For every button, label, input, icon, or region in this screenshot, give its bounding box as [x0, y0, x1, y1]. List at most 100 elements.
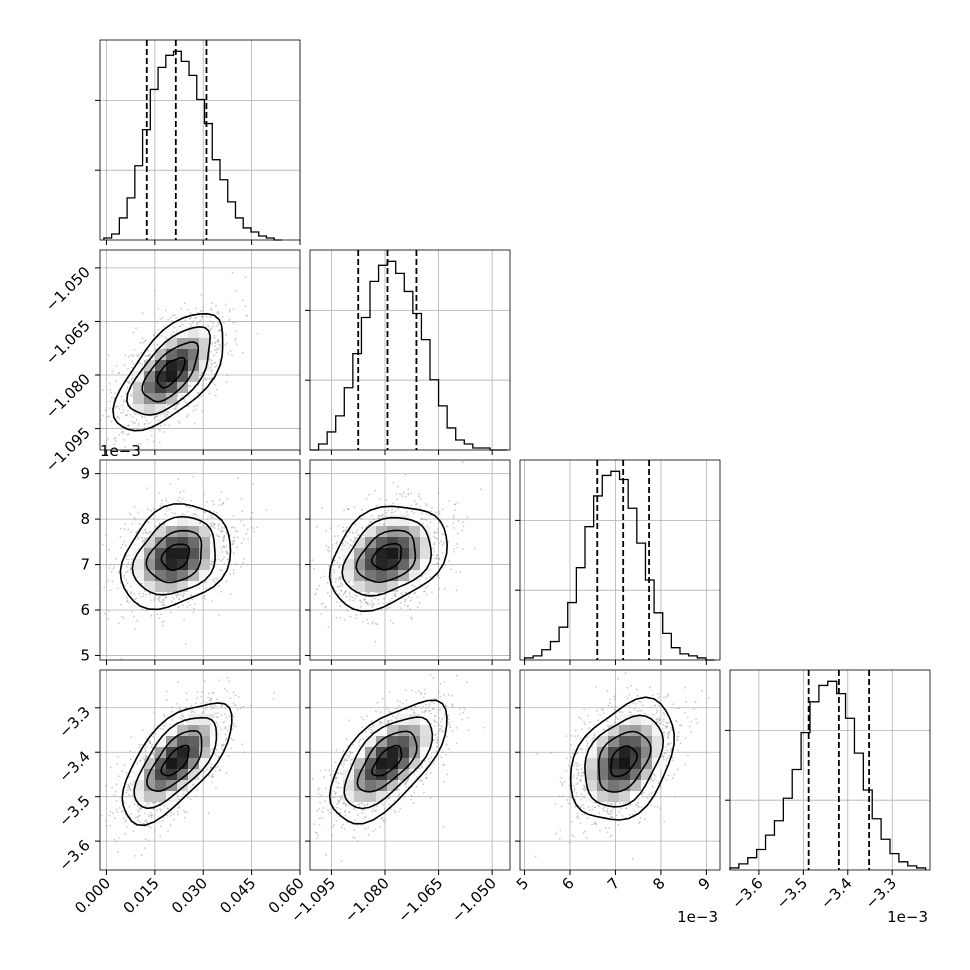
sample-point: [229, 350, 232, 352]
sample-point: [365, 591, 368, 594]
sample-point: [326, 581, 329, 584]
density-cell: [387, 559, 398, 570]
sample-point: [199, 319, 202, 322]
density-cell: [199, 537, 210, 548]
sample-point: [224, 303, 227, 306]
sample-point: [218, 343, 221, 346]
sample-point: [190, 594, 193, 597]
sample-point: [397, 507, 400, 510]
sample-point: [335, 542, 338, 545]
sample-point: [201, 386, 204, 389]
sample-point: [353, 506, 356, 509]
sample-point: [130, 378, 133, 381]
sample-point: [138, 746, 141, 749]
sample-point: [134, 598, 137, 601]
sample-point: [429, 510, 432, 512]
sample-point: [212, 516, 215, 519]
sample-point: [171, 719, 174, 721]
density-cell: [133, 393, 144, 404]
sample-point: [150, 614, 153, 617]
sample-point: [214, 366, 217, 368]
sample-point: [335, 590, 337, 592]
sample-point: [171, 512, 174, 514]
sample-point: [133, 543, 136, 546]
sample-point: [322, 602, 325, 605]
sample-point: [131, 523, 134, 525]
sample-point: [214, 349, 216, 351]
sample-point: [436, 537, 438, 540]
sample-point: [228, 320, 231, 322]
sample-point: [438, 577, 441, 579]
sample-point: [229, 573, 231, 576]
sample-point: [340, 578, 342, 581]
sample-point: [338, 564, 341, 567]
sample-point: [134, 855, 137, 857]
sample-point: [205, 587, 208, 590]
sample-point: [156, 415, 158, 418]
sample-point: [126, 582, 129, 584]
sample-point: [124, 523, 127, 526]
sample-point: [230, 747, 233, 750]
sample-point: [128, 554, 131, 557]
sample-point: [327, 626, 330, 628]
sample-point: [372, 518, 375, 521]
sample-point: [441, 508, 444, 511]
sample-point: [206, 501, 208, 503]
sample-point: [82, 631, 84, 633]
sample-point: [118, 408, 121, 410]
sample-point: [199, 522, 201, 525]
contour-level-2: [131, 515, 216, 596]
sample-point: [235, 330, 238, 333]
sample-point: [433, 541, 436, 544]
sample-point: [128, 382, 131, 384]
sample-point: [131, 360, 134, 363]
sample-point: [121, 404, 124, 407]
sample-point: [392, 622, 394, 624]
sample-point: [325, 529, 327, 532]
sample-point: [336, 601, 338, 603]
sample-point: [202, 324, 204, 327]
sample-point: [130, 783, 133, 786]
sample-point: [157, 518, 160, 521]
sample-point: [210, 751, 212, 753]
sample-point: [165, 814, 168, 817]
sample-point: [348, 599, 351, 601]
sample-point: [169, 815, 172, 817]
sample-point: [335, 616, 338, 619]
sample-point: [154, 597, 157, 600]
sample-point: [235, 289, 238, 292]
sample-point: [452, 522, 455, 524]
density-cell: [210, 537, 221, 548]
sample-point: [144, 756, 147, 758]
sample-point: [333, 564, 335, 566]
sample-point: [157, 419, 160, 422]
density-cell: [177, 349, 188, 360]
sample-point: [392, 481, 395, 484]
sample-point: [433, 532, 436, 534]
sample-point: [418, 602, 421, 605]
sample-point: [109, 389, 112, 391]
sample-point: [236, 343, 238, 345]
sample-point: [162, 816, 165, 819]
sample-point: [245, 532, 248, 535]
sample-point: [188, 506, 191, 509]
density-cell: [199, 559, 210, 570]
sample-point: [431, 554, 434, 556]
sample-point: [202, 699, 205, 702]
sample-point: [138, 522, 141, 525]
sample-point: [456, 501, 459, 504]
sample-point: [127, 558, 129, 561]
sample-point: [129, 789, 132, 792]
sample-point: [320, 603, 323, 605]
histogram-panel-0: [95, 39, 301, 241]
sample-point: [117, 837, 120, 839]
sample-point: [217, 313, 220, 315]
sample-point: [346, 609, 349, 612]
sample-point: [127, 601, 130, 604]
sample-point: [341, 542, 344, 545]
sample-point: [434, 537, 437, 539]
sample-point: [149, 353, 151, 356]
density-cell: [166, 382, 177, 393]
sample-point: [311, 559, 314, 562]
sample-point: [192, 321, 194, 324]
